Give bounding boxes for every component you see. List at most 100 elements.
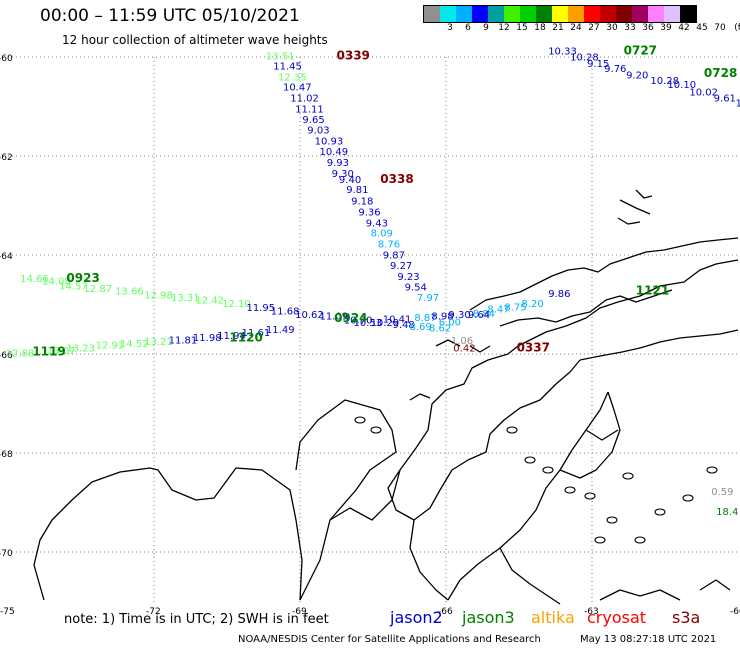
wave-height-value: 1.06 — [451, 336, 473, 347]
wave-height-value: 8.47 — [487, 304, 509, 315]
satellite-jason2: jason2 — [390, 608, 443, 627]
wave-height-value: 10.70 — [344, 315, 373, 326]
wave-height-value: 11.68 — [271, 306, 300, 317]
island-outline — [706, 466, 718, 474]
legend-swatch — [488, 6, 504, 22]
legend-swatch — [552, 6, 568, 22]
satellite-cryosat: cryosat — [587, 608, 647, 627]
island-outline — [542, 466, 554, 474]
latitude-tick-label: -60 — [0, 54, 13, 64]
wave-height-value: 9.65 — [302, 115, 324, 126]
legend-tick-label: 6 — [465, 23, 471, 33]
legend-swatch — [568, 6, 584, 22]
legend-tick-label: 45 — [696, 23, 708, 33]
wave-height-value: 11.95 — [246, 303, 275, 314]
legend-tick-label: 12 — [498, 23, 510, 33]
legend-tick-label: 33 — [624, 23, 636, 33]
legend-swatch — [584, 6, 600, 22]
longitude-tick-label: -66 — [438, 607, 453, 617]
latitude-tick-label: -66 — [0, 351, 13, 361]
satellite-altika: altika — [531, 608, 575, 627]
credit-line: NOAA/NESDIS Center for Satellite Applica… — [238, 634, 541, 645]
wave-height-value: 8.87 — [414, 313, 436, 324]
coastline — [409, 393, 431, 401]
wave-height-value: 11.02 — [290, 94, 319, 105]
wave-height-value: 9.27 — [390, 261, 412, 272]
pass-time-label: 0338 — [380, 172, 413, 186]
island-outline — [606, 516, 618, 524]
wave-height-value: 9.20 — [626, 70, 648, 81]
wave-height-value: 11.81 — [169, 336, 198, 347]
wave-height-value: 10.93 — [315, 137, 344, 148]
island-outline — [594, 536, 606, 544]
wave-height-value: 12.10 — [222, 299, 251, 310]
wave-height-value: 10.62 — [295, 310, 324, 321]
coastline — [387, 359, 581, 521]
legend-tick-label: 9 — [483, 23, 489, 33]
longitude-tick-label: -69 — [292, 607, 307, 617]
wave-height-value: 14.52 — [120, 339, 149, 350]
island-outline — [584, 492, 596, 500]
legend-tick-label: 3 — [447, 23, 453, 33]
pass-time-label: 0728 — [704, 66, 737, 80]
longitude-tick-label: -63 — [584, 607, 599, 617]
wave-height-value: 8.20 — [521, 299, 543, 310]
island-outline — [354, 416, 366, 424]
page-subtitle: 12 hour collection of altimeter wave hei… — [62, 33, 328, 47]
wave-height-value: 7.97 — [417, 293, 439, 304]
wave-height-value: 10.10 — [667, 80, 696, 91]
island-outline — [524, 456, 536, 464]
wave-height-value: 10.29 — [371, 318, 400, 329]
wave-height-value: 8.62 — [429, 324, 451, 335]
coastline — [699, 579, 731, 591]
legend-swatch — [536, 6, 552, 22]
wave-height-value: 14.66 — [20, 274, 49, 285]
page-title: 00:00 – 11:59 UTC 05/10/2021 — [40, 6, 300, 26]
wave-height-value: 9.54 — [405, 283, 427, 294]
wave-height-value: 13.21 — [144, 337, 173, 348]
wave-height-value: 8.09 — [371, 229, 393, 240]
legend-tick-label: 24 — [570, 23, 582, 33]
wave-height-value: 12.42 — [195, 296, 224, 307]
longitude-tick-label: -75 — [0, 607, 15, 617]
wave-height-value: 14.57 — [59, 282, 88, 293]
wave-height-value: 0.59 — [711, 487, 733, 498]
latitude-tick-label: -64 — [0, 252, 13, 262]
wave-height-value: 14.08 — [42, 277, 71, 288]
legend-swatch — [440, 6, 456, 22]
latitude-tick-label: -68 — [0, 450, 13, 460]
coastline — [33, 467, 303, 601]
legend-swatch — [520, 6, 536, 22]
coastline — [469, 345, 491, 353]
wave-height-value: 9.93 — [327, 158, 349, 169]
legend-tick-label: 27 — [588, 23, 600, 33]
wave-height-value: 0.42 — [453, 344, 475, 355]
wave-height-value: 13.23 — [66, 344, 95, 355]
wave-height-value: 9.48 — [392, 320, 414, 331]
wave-height-value: 10.47 — [283, 83, 312, 94]
coastline — [499, 289, 673, 327]
pass-time-label: 1119 — [32, 344, 65, 358]
wave-height-value: 9.61 — [714, 94, 736, 105]
legend-swatch — [632, 6, 648, 22]
wave-height-value: 12.98 — [144, 291, 173, 302]
coastline — [619, 199, 651, 215]
wave-height-value: 12.91 — [96, 341, 125, 352]
wave-height-value: 11.49 — [266, 325, 295, 336]
wave-height-value: 10.33 — [548, 47, 577, 58]
wave-height-value: 10.02 — [689, 88, 718, 99]
legend-swatch — [680, 6, 696, 22]
wave-height-value: 9.36 — [358, 207, 380, 218]
wave-height-value: 8.76 — [378, 240, 400, 251]
legend-tick-label: 70 — [714, 23, 726, 33]
pass-time-label: 0727 — [624, 44, 657, 58]
pass-time-label: 0923 — [66, 271, 99, 285]
island-outline — [370, 426, 382, 434]
island-outline — [654, 508, 666, 516]
latitude-tick-label: -62 — [0, 153, 13, 163]
wave-height-value: 9.76 — [604, 64, 626, 75]
coastline — [617, 217, 641, 225]
wave-height-value: 6.00 — [439, 317, 461, 328]
